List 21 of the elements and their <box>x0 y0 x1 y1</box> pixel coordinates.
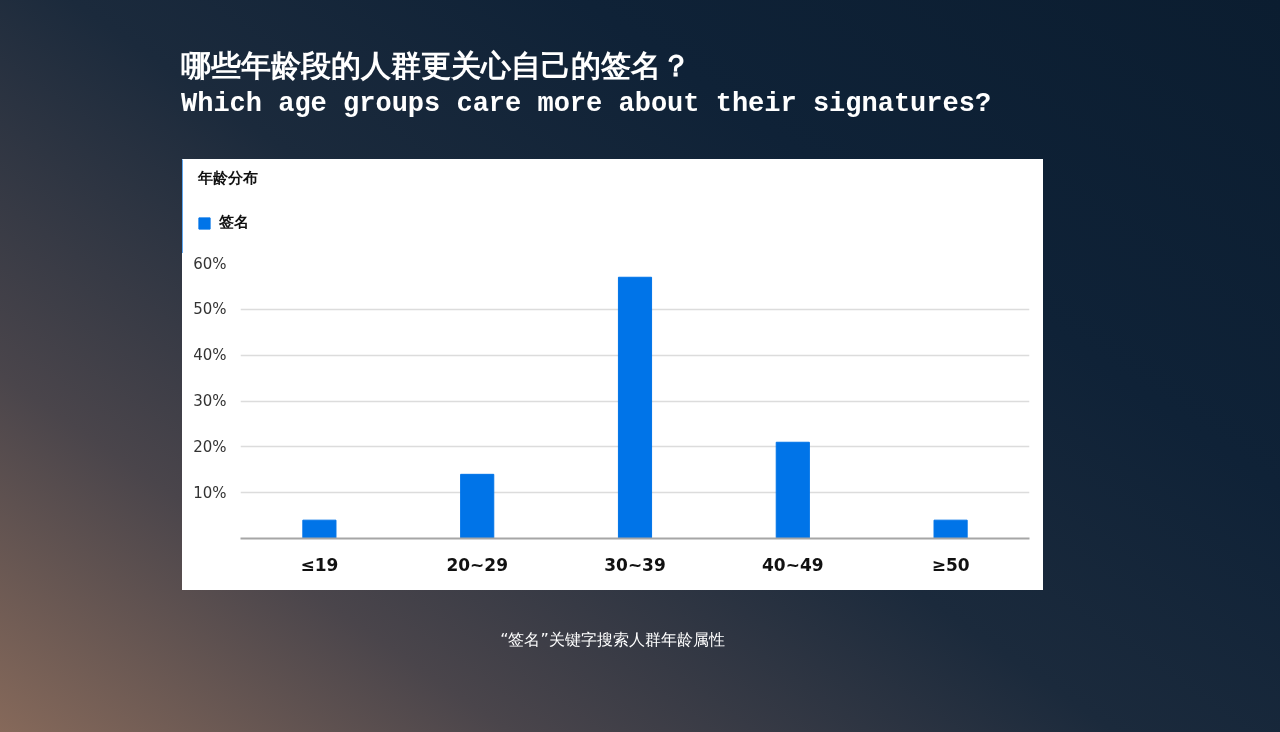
bar <box>775 441 810 539</box>
chart-subtitle: Which age groups care more about their signatures? <box>181 88 993 121</box>
x-tick-label: ≥50 <box>931 554 970 575</box>
x-tick-label: ≤19 <box>300 554 339 575</box>
x-tick-label: 40~49 <box>762 554 824 575</box>
y-tick-label: 40% <box>193 346 227 365</box>
y-tick-label: 50% <box>193 300 227 319</box>
y-tick-label: 30% <box>193 392 227 410</box>
text: 年龄分布 <box>196 168 258 187</box>
legend-label: 签名 <box>219 213 249 232</box>
x-tick-label: 30~39 <box>604 554 666 575</box>
chart-title: 哪些年龄段的人群更关心自己的签名？ <box>181 47 692 85</box>
y-tick-label: 60% <box>193 254 227 273</box>
bar <box>302 519 337 539</box>
y-tick-label: 10% <box>193 483 227 502</box>
x-tick-label: 20~29 <box>446 554 508 575</box>
text: “签名”关键字搜索人群年龄属性 <box>499 629 726 650</box>
bar <box>617 276 653 539</box>
bar <box>460 473 495 539</box>
bar <box>933 519 968 539</box>
y-tick-label: 20% <box>193 437 227 456</box>
